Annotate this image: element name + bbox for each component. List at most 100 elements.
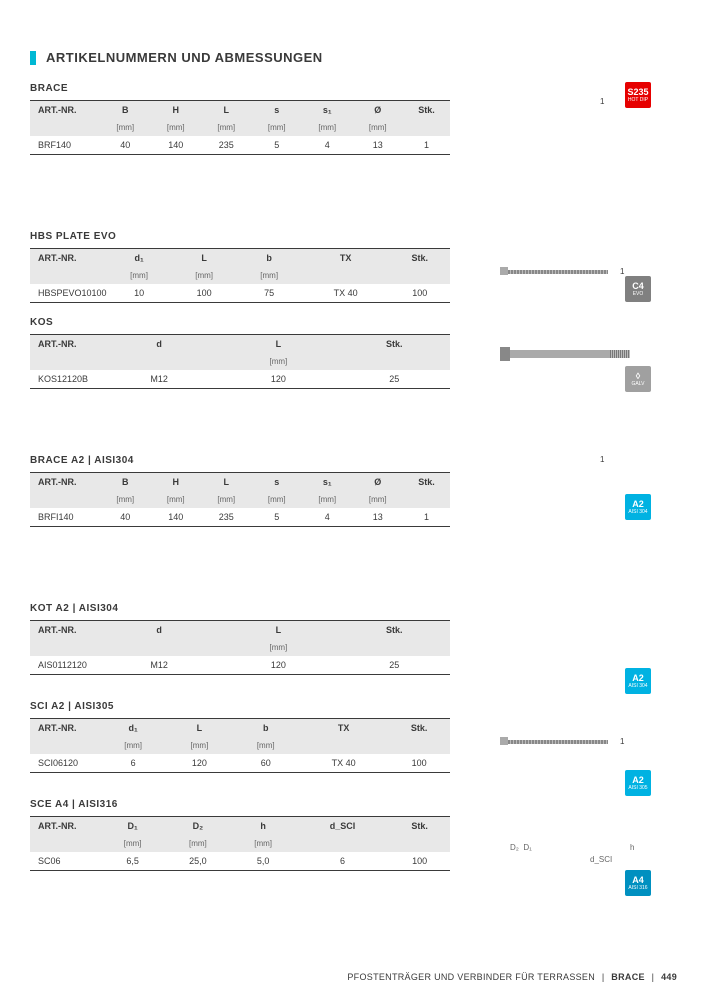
unit: [mm] — [166, 737, 232, 754]
badge-c4: C4 EVO — [625, 276, 651, 302]
cell: 25 — [338, 370, 450, 389]
cell: AIS0112120 — [30, 656, 100, 675]
badge-a2-304: A2 AISI 304 — [625, 494, 651, 520]
unit: [mm] — [107, 267, 172, 284]
cell: 120 — [218, 656, 338, 675]
col-header: Stk. — [403, 101, 450, 120]
section-sce-a4: SCE A4 | AISI316 ART.-NR. D₁ D₂ h d_SCI … — [30, 799, 677, 871]
col-header: Stk. — [390, 249, 450, 268]
cell: 100 — [390, 284, 450, 303]
qty-label: 1 — [600, 455, 604, 464]
cell: 140 — [151, 136, 202, 155]
footer-page-number: 449 — [661, 972, 677, 982]
cell: SC06 — [30, 852, 100, 871]
col-header: s₁ — [302, 473, 353, 492]
col-header: L — [218, 621, 338, 640]
badge-a4: A4 AISI 316 — [625, 870, 651, 896]
badge-sub: AISI 305 — [628, 786, 647, 791]
badge-galv: ◊ GALV — [625, 366, 651, 392]
cell: 120 — [218, 370, 338, 389]
dimension-labels: D₂ D₁ — [510, 843, 532, 852]
cell: 6 — [100, 754, 166, 773]
unit: [mm] — [172, 267, 237, 284]
unit: [mm] — [302, 491, 353, 508]
cell: 6,5 — [100, 852, 165, 871]
col-header: Stk. — [338, 335, 450, 354]
table-title: BRACE — [30, 83, 677, 94]
col-header: ART.-NR. — [30, 249, 107, 268]
col-header: D₁ — [100, 817, 165, 836]
col-header: Stk. — [338, 621, 450, 640]
cell: 60 — [233, 754, 299, 773]
col-header: L — [201, 473, 252, 492]
cell: 5,0 — [231, 852, 296, 871]
cell: KOS12120B — [30, 370, 100, 389]
cell: 13 — [353, 136, 404, 155]
cell: 6 — [296, 852, 390, 871]
cell: 1 — [403, 508, 450, 527]
col-header: ART.-NR. — [30, 101, 100, 120]
unit: [mm] — [237, 267, 302, 284]
section-sci-a2: SCI A2 | AISI305 ART.-NR. d₁ L b TX Stk.… — [30, 701, 677, 773]
table-hbs: ART.-NR. d₁ L b TX Stk. [mm] [mm] [mm] H… — [30, 248, 450, 303]
qty-label: 1 — [620, 737, 624, 746]
col-header: L — [218, 335, 338, 354]
badge-label: S235 — [627, 88, 648, 97]
unit: [mm] — [233, 737, 299, 754]
table-title: SCI A2 | AISI305 — [30, 701, 677, 712]
badge-sub: AISI 304 — [628, 510, 647, 515]
section-hbs: HBS PLATE EVO ART.-NR. d₁ L b TX Stk. [m… — [30, 231, 677, 303]
cell: 40 — [100, 508, 151, 527]
section-kos: KOS ART.-NR. d L Stk. [mm] KOS12120B M12… — [30, 317, 677, 389]
cell: HBSPEVO10100 — [30, 284, 107, 303]
col-header: Stk. — [403, 473, 450, 492]
col-header: H — [151, 101, 202, 120]
dimension-label-h: h — [630, 843, 634, 852]
unit: [mm] — [201, 119, 252, 136]
col-header: h — [231, 817, 296, 836]
title-accent-bar — [30, 51, 36, 65]
col-header: L — [166, 719, 232, 738]
cell: TX 40 — [302, 284, 390, 303]
cell: 4 — [302, 136, 353, 155]
unit: [mm] — [100, 119, 151, 136]
table-kos: ART.-NR. d L Stk. [mm] KOS12120B M12 120… — [30, 334, 450, 389]
col-header: s — [252, 101, 303, 120]
badge-label: A4 — [632, 876, 644, 885]
badge-s235: S235 HOT DIP — [625, 82, 651, 108]
badge-sub: HOT DIP — [628, 98, 648, 103]
col-header: L — [172, 249, 237, 268]
col-header: B — [100, 101, 151, 120]
footer-text: PFOSTENTRÄGER UND VERBINDER FÜR TERRASSE… — [347, 972, 595, 982]
cell: M12 — [100, 656, 218, 675]
col-header: d₁ — [100, 719, 166, 738]
col-header: L — [201, 101, 252, 120]
col-header: D₂ — [165, 817, 230, 836]
table-title: SCE A4 | AISI316 — [30, 799, 677, 810]
badge-label: A2 — [632, 776, 644, 785]
col-header: Stk. — [388, 719, 450, 738]
cell: 5 — [252, 508, 303, 527]
badge-label: A2 — [632, 500, 644, 509]
col-header: s₁ — [302, 101, 353, 120]
cell: 120 — [166, 754, 232, 773]
table-sci-a2: ART.-NR. d₁ L b TX Stk. [mm] [mm] [mm] S… — [30, 718, 450, 773]
col-header: ART.-NR. — [30, 817, 100, 836]
section-kot-a2: KOT A2 | AISI304 ART.-NR. d L Stk. [mm] … — [30, 603, 677, 675]
col-header: d_SCI — [296, 817, 390, 836]
col-header: ART.-NR. — [30, 335, 100, 354]
unit: [mm] — [252, 119, 303, 136]
unit: [mm] — [165, 835, 230, 852]
cell: 140 — [151, 508, 202, 527]
col-header: H — [151, 473, 202, 492]
badge-sub: AISI 304 — [628, 684, 647, 689]
cell: 5 — [252, 136, 303, 155]
unit: [mm] — [353, 119, 404, 136]
col-header: b — [237, 249, 302, 268]
col-header: Ø — [353, 101, 404, 120]
cell: TX 40 — [299, 754, 389, 773]
page-footer: PFOSTENTRÄGER UND VERBINDER FÜR TERRASSE… — [347, 972, 677, 982]
cell: 100 — [389, 852, 450, 871]
col-header: Ø — [353, 473, 404, 492]
qty-label: 1 — [600, 97, 604, 106]
